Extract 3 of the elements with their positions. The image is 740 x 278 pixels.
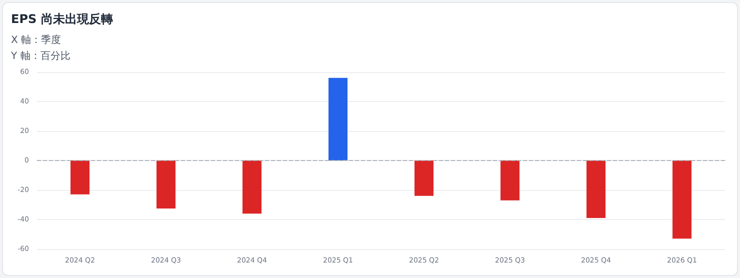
text: X 軸：季度 (11, 34, 62, 47)
text: Y 軸：百分比 (11, 50, 70, 63)
chart-title: EPS 尚未出現反轉 (11, 11, 113, 28)
